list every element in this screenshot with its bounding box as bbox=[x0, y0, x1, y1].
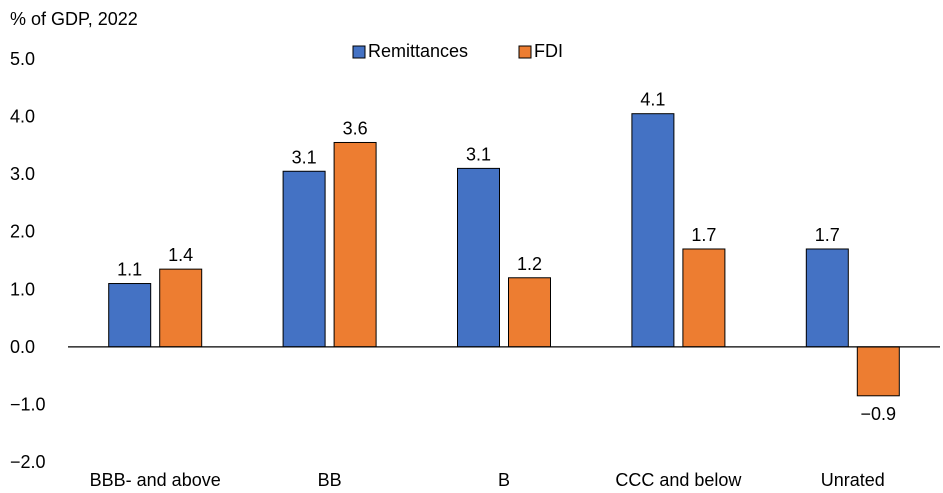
data-label: 1.7 bbox=[691, 225, 716, 245]
y-tick-label: 5.0 bbox=[10, 49, 35, 69]
data-label: −0.9 bbox=[861, 404, 897, 424]
y-tick-label: 1.0 bbox=[10, 279, 35, 299]
data-label: 1.2 bbox=[517, 254, 542, 274]
y-tick-label: 4.0 bbox=[10, 107, 35, 127]
data-label: 3.1 bbox=[292, 147, 317, 167]
bar-fdi bbox=[333, 141, 377, 348]
unit-label: % of GDP, 2022 bbox=[10, 9, 138, 29]
y-tick-label: 0.0 bbox=[10, 337, 35, 357]
bar-remittances bbox=[805, 248, 849, 348]
bar-fdi bbox=[856, 346, 900, 397]
data-label: 3.1 bbox=[466, 144, 491, 164]
x-category-label: B bbox=[498, 470, 510, 490]
y-tick-label: 3.0 bbox=[10, 164, 35, 184]
x-category-label: BB bbox=[318, 470, 342, 490]
data-label: 1.4 bbox=[168, 245, 193, 265]
legend-label-remittances: Remittances bbox=[368, 41, 468, 61]
bar-fdi bbox=[508, 277, 551, 348]
legend-label-fdi: FDI bbox=[534, 41, 563, 61]
bar-remittances bbox=[108, 283, 152, 348]
data-label: 1.1 bbox=[117, 260, 142, 280]
x-category-label: CCC and below bbox=[615, 470, 742, 490]
legend-swatch-remittances bbox=[352, 45, 366, 59]
bar-fdi bbox=[159, 268, 203, 348]
data-label: 3.6 bbox=[343, 118, 368, 138]
x-category-label: BBB- and above bbox=[90, 470, 221, 490]
bar-remittances bbox=[457, 167, 500, 348]
bar-fdi bbox=[682, 248, 726, 348]
bar-remittances bbox=[631, 113, 675, 348]
data-label: 4.1 bbox=[640, 90, 665, 110]
data-label: 1.7 bbox=[815, 225, 840, 245]
y-tick-label: −1.0 bbox=[10, 394, 46, 414]
bar-remittances bbox=[282, 170, 326, 348]
x-category-label: Unrated bbox=[821, 470, 885, 490]
legend-swatch-fdi bbox=[518, 45, 532, 59]
y-tick-label: −2.0 bbox=[10, 452, 46, 472]
y-tick-label: 2.0 bbox=[10, 222, 35, 242]
